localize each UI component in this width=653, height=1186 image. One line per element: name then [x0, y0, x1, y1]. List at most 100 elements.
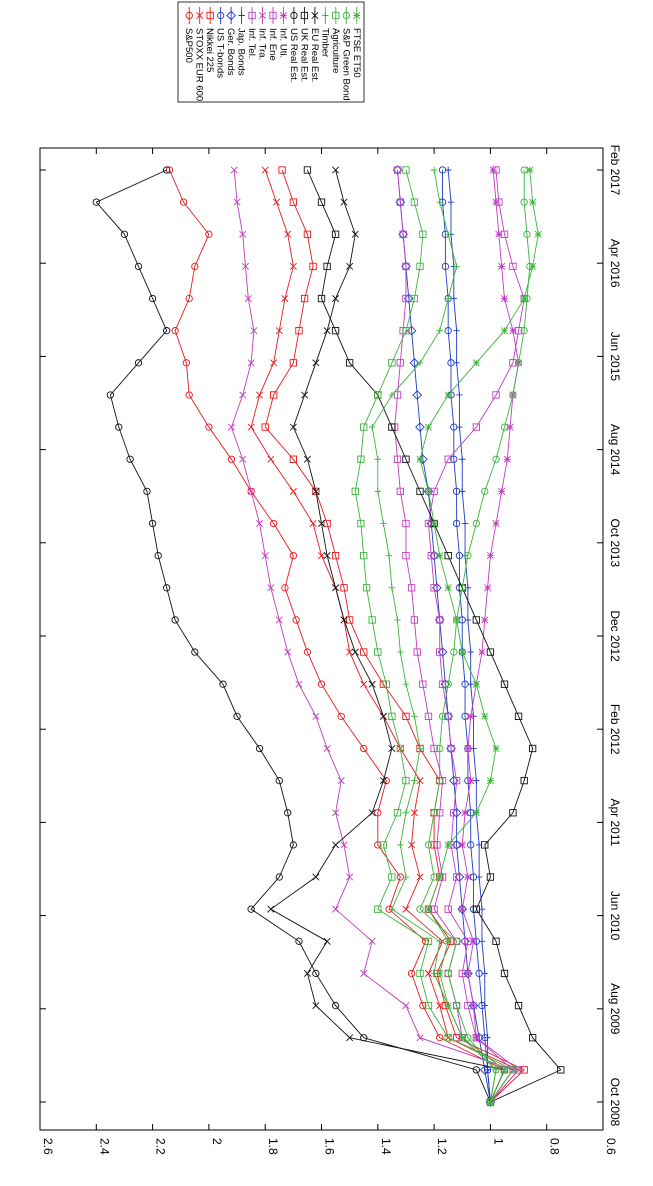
data-point: [148, 519, 157, 528]
data-point: [464, 552, 472, 560]
data-point: [332, 295, 340, 303]
data-point: [331, 327, 340, 335]
legend-label: Timber: [319, 28, 330, 57]
data-point: [472, 809, 480, 817]
data-point: [492, 455, 500, 463]
data-point: [450, 455, 458, 463]
data-point: [340, 841, 348, 849]
data-point: [415, 422, 425, 432]
data-point: [461, 520, 469, 527]
data-point: [407, 969, 416, 978]
data-point: [467, 712, 475, 720]
data-point: [331, 230, 340, 238]
data-point: [444, 969, 452, 978]
data-point: [452, 1001, 461, 1010]
data-point: [357, 519, 365, 528]
data-point: [92, 198, 100, 206]
data-point: [444, 455, 452, 463]
series-line: [269, 169, 506, 1103]
data-point: [498, 262, 506, 270]
data-point: [289, 841, 297, 849]
data-point: [472, 680, 480, 688]
data-point: [526, 166, 534, 174]
data-point: [360, 552, 368, 560]
data-point: [402, 519, 410, 528]
data-point: [444, 680, 452, 688]
data-point: [295, 680, 303, 688]
legend-entry: S&P Green Bond: [340, 7, 351, 101]
data-point: [163, 584, 171, 592]
data-point: [337, 712, 345, 720]
data-point: [469, 937, 478, 945]
data-point: [481, 487, 489, 496]
data-point: [416, 359, 424, 367]
data-point: [472, 905, 480, 913]
data-point: [506, 423, 514, 431]
data-point: [351, 230, 359, 238]
data-point: [520, 198, 528, 206]
data-point: [456, 391, 463, 399]
legend-swatch-marker: [322, 12, 329, 19]
data-point: [467, 681, 474, 688]
data-point: [453, 263, 460, 270]
data-point: [410, 294, 419, 303]
data-point: [509, 1066, 517, 1074]
data-point: [120, 230, 129, 238]
date-tick-label: Oct 2008: [608, 1078, 622, 1127]
data-point: [281, 584, 289, 592]
data-point: [460, 936, 470, 947]
data-point: [557, 1066, 565, 1074]
data-point: [402, 166, 410, 174]
date-tick-label: Feb 2017: [608, 145, 622, 196]
data-point: [407, 584, 416, 592]
data-point: [284, 809, 292, 817]
data-point: [402, 455, 410, 463]
plot-area: [92, 165, 565, 1107]
value-tick-label: 1.6: [323, 1138, 337, 1155]
data-point: [486, 1098, 494, 1106]
data-point: [267, 584, 275, 592]
data-point: [143, 487, 151, 496]
data-point: [191, 262, 199, 271]
data-point: [368, 680, 376, 688]
data-point: [430, 166, 438, 174]
date-tick-label: Apr 2016: [608, 239, 622, 288]
data-point: [388, 712, 396, 720]
data-point: [484, 1066, 491, 1074]
series-line: [250, 169, 520, 1103]
data-point: [379, 777, 387, 785]
data-point: [444, 295, 452, 302]
data-point: [380, 520, 387, 527]
data-point: [374, 488, 381, 495]
data-point: [464, 969, 472, 977]
data-point: [374, 841, 382, 849]
data-point: [247, 487, 255, 496]
data-point: [323, 519, 331, 528]
data-point: [323, 744, 331, 753]
data-point: [419, 1001, 427, 1010]
value-tick-label: 1: [491, 1138, 505, 1145]
series-line: [95, 169, 491, 1103]
data-point: [312, 487, 320, 496]
data-point: [402, 327, 410, 335]
data-point: [281, 295, 289, 303]
data-point: [436, 938, 443, 945]
data-point: [436, 809, 444, 817]
data-point: [289, 455, 297, 463]
data-point: [317, 519, 326, 528]
data-point: [481, 841, 489, 849]
data-point: [416, 873, 424, 881]
data-point: [453, 359, 460, 367]
legend-swatch-marker: [279, 11, 287, 20]
data-point: [312, 712, 320, 720]
data-point: [452, 873, 461, 881]
data-point: [453, 327, 460, 334]
data-point: [492, 937, 500, 945]
series-s-p500: [165, 166, 509, 1106]
legend: S&P500 STOXX EUR 600 Nikkei 225 US T-bonds G…: [177, 1, 365, 103]
data-point: [475, 873, 483, 881]
legend-entry: Inf. Uti.: [277, 7, 288, 58]
data-point: [292, 616, 300, 624]
data-point: [357, 455, 365, 463]
data-point: [368, 809, 376, 817]
